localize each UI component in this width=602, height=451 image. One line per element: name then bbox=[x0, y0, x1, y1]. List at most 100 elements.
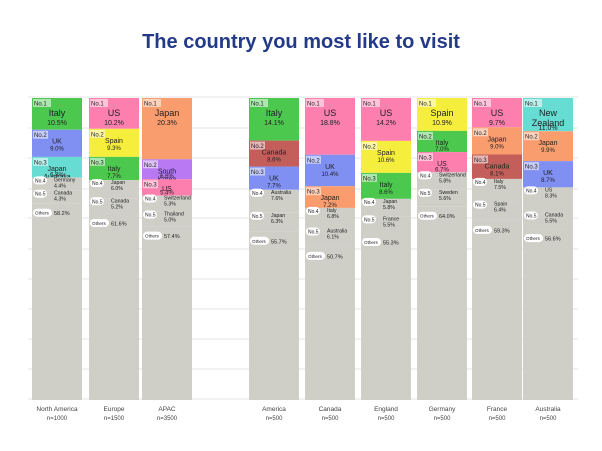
rank-bubble-5-3 bbox=[362, 197, 376, 206]
rank-label-2-3: No.4 bbox=[145, 197, 156, 203]
value-label-4-5: 50.7% bbox=[327, 254, 343, 260]
value-label-6-1: 7.0% bbox=[435, 147, 449, 153]
country-label-2-2: US bbox=[162, 186, 172, 193]
bar-segment-6-5 bbox=[417, 206, 467, 400]
sample-size-label-0: n=1000 bbox=[47, 416, 68, 422]
bar-segment-8-5 bbox=[523, 229, 573, 400]
value-label-6-3: 5.8% bbox=[439, 178, 451, 184]
country-label-8-2: UK bbox=[543, 170, 553, 177]
country-label-2-1-0: South bbox=[158, 168, 176, 175]
rank-tag-8-0 bbox=[524, 99, 542, 107]
rank-label-8-5: Others bbox=[526, 236, 540, 241]
rank-tag-5-2 bbox=[362, 173, 377, 182]
rank-bubble-7-3 bbox=[473, 177, 487, 186]
rank-bubble-2-5 bbox=[143, 231, 162, 240]
value-label-6-4: 5.6% bbox=[439, 196, 451, 202]
country-label-3-0: Italy bbox=[266, 108, 283, 118]
value-label-3-5: 55.7% bbox=[271, 239, 287, 245]
value-label-5-0: 14.2% bbox=[376, 120, 396, 127]
category-label-2: APAC bbox=[158, 406, 176, 413]
rank-label-7-0: No.1 bbox=[474, 102, 487, 108]
rank-label-1-0: No.1 bbox=[91, 102, 104, 108]
value-label-3-1: 8.6% bbox=[267, 158, 281, 164]
rank-label-6-0: No.1 bbox=[419, 102, 432, 108]
country-label-4-2: Japan bbox=[320, 195, 339, 202]
value-label-3-4: 6.3% bbox=[271, 219, 283, 225]
rank-label-0-2: No.3 bbox=[34, 160, 47, 166]
value-label-4-0: 18.8% bbox=[320, 120, 340, 127]
rank-tag-6-2 bbox=[418, 153, 433, 162]
value-label-3-2: 7.7% bbox=[267, 184, 281, 190]
value-label-7-0: 9.7% bbox=[489, 120, 505, 127]
rank-bubble-1-4 bbox=[90, 197, 104, 206]
rank-label-1-5: Others bbox=[92, 221, 106, 226]
rank-bubble-5-5 bbox=[362, 237, 381, 246]
country-label-4-4: Australia bbox=[327, 228, 347, 234]
rank-label-2-5: Others bbox=[145, 234, 159, 239]
rank-label-0-5: Others bbox=[35, 211, 49, 216]
rank-tag-3-2 bbox=[250, 167, 265, 176]
value-label-5-1: 10.6% bbox=[377, 158, 395, 164]
rank-tag-6-1 bbox=[418, 131, 433, 140]
rank-tag-5-1 bbox=[362, 141, 377, 150]
value-label-3-3: 7.6% bbox=[271, 196, 283, 202]
rank-bubble-7-4 bbox=[473, 200, 487, 209]
rank-label-3-4: No.5 bbox=[252, 214, 263, 220]
value-label-5-2: 8.6% bbox=[379, 190, 393, 196]
country-label-6-2: US bbox=[437, 161, 447, 168]
value-label-2-4: 5.0% bbox=[164, 218, 176, 224]
country-label-4-3: Italy bbox=[327, 208, 337, 214]
country-label-2-3: Switzerland bbox=[164, 196, 191, 202]
value-label-8-2: 8.7% bbox=[541, 178, 555, 184]
country-label-5-1: Spain bbox=[377, 150, 395, 157]
value-label-2-0: 20.3% bbox=[157, 120, 177, 127]
value-label-0-4: 4.3% bbox=[54, 197, 66, 203]
value-label-0-2: 6.8% bbox=[50, 172, 64, 178]
rank-tag-0-0 bbox=[33, 99, 51, 107]
rank-label-8-1: No.2 bbox=[525, 135, 538, 141]
country-label-3-3: Australia bbox=[271, 190, 291, 196]
bar-segment-2-5 bbox=[142, 226, 192, 400]
rank-label-6-2: No.3 bbox=[419, 156, 432, 162]
category-label-5: England bbox=[374, 406, 398, 413]
category-label-0: North America bbox=[36, 406, 78, 413]
category-label-4: Canada bbox=[319, 406, 342, 413]
rank-label-5-5: Others bbox=[364, 240, 378, 245]
value-label-5-5: 55.3% bbox=[383, 240, 399, 246]
rank-bubble-0-5 bbox=[33, 208, 52, 217]
value-label-5-3: 5.8% bbox=[383, 205, 395, 211]
rank-bubble-7-5 bbox=[473, 225, 492, 234]
rank-bubble-6-4 bbox=[418, 188, 432, 197]
value-label-4-2: 7.2% bbox=[323, 203, 337, 209]
rank-label-1-1: No.2 bbox=[91, 132, 104, 138]
rank-tag-1-1 bbox=[90, 129, 105, 138]
category-label-3: America bbox=[262, 406, 286, 413]
rank-tag-7-1 bbox=[473, 128, 488, 137]
sample-size-label-5: n=500 bbox=[378, 416, 396, 422]
value-label-4-3: 6.8% bbox=[327, 214, 339, 220]
country-label-7-0: US bbox=[491, 108, 504, 118]
value-label-7-2: 8.1% bbox=[490, 171, 504, 177]
rank-label-2-2: No.3 bbox=[144, 183, 157, 189]
bar-segment-4-5 bbox=[305, 246, 355, 400]
rank-tag-8-2 bbox=[524, 162, 539, 171]
rank-label-4-3: No.4 bbox=[308, 209, 319, 215]
bar-segment-2-0 bbox=[142, 98, 192, 160]
rank-label-0-4: No.5 bbox=[35, 192, 46, 198]
rank-tag-5-0 bbox=[362, 99, 380, 107]
country-label-0-0: Italy bbox=[49, 108, 66, 118]
country-label-8-3: US bbox=[545, 187, 553, 193]
rank-label-5-4: No.5 bbox=[364, 217, 375, 223]
sample-size-label-6: n=500 bbox=[434, 416, 452, 422]
country-label-5-3: Japan bbox=[383, 199, 397, 205]
rank-tag-2-1 bbox=[143, 160, 158, 169]
rank-label-5-2: No.3 bbox=[363, 176, 376, 182]
rank-tag-8-1 bbox=[524, 132, 539, 141]
rank-bubble-4-5 bbox=[306, 251, 325, 260]
country-label-5-4: France bbox=[383, 216, 399, 222]
rank-label-5-3: No.4 bbox=[364, 200, 375, 206]
country-label-7-2: Canada bbox=[485, 163, 510, 170]
rank-bubble-1-5 bbox=[90, 218, 109, 227]
value-label-8-4: 5.5% bbox=[545, 218, 557, 224]
sample-size-label-8: n=500 bbox=[540, 416, 558, 422]
